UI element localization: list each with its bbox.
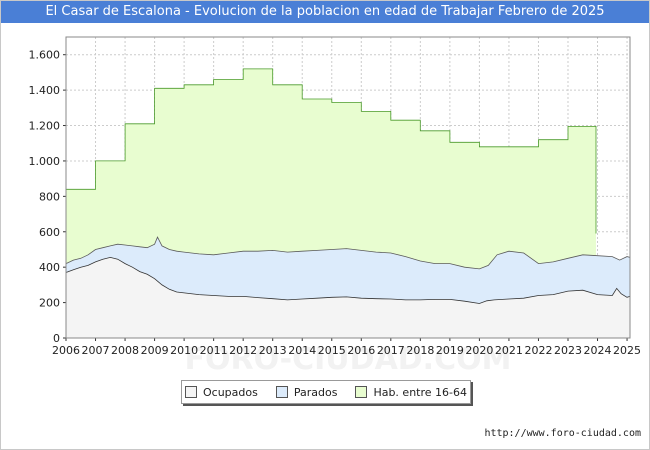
x-tick-label: 2023 [554,344,582,357]
y-tick-label: 0 [53,332,60,345]
x-tick-label: 2024 [584,344,612,357]
legend-swatch-ocupados [184,386,197,398]
x-tick-label: 2008 [111,344,139,357]
legend-label-ocupados: Ocupados [202,385,258,399]
chart-legend: Ocupados Parados Hab. entre 16-64 [181,380,471,404]
x-tick-label: 2006 [52,344,80,357]
y-tick-label: 400 [39,261,60,274]
legend-swatch-hab [355,386,368,398]
x-tick-label: 2007 [82,344,110,357]
line-ocupados [65,256,631,304]
x-tick-label: 2015 [318,344,346,357]
plot-border [65,36,631,339]
line-hab-entre-16-64 [66,68,597,234]
legend-label-parados: Parados [293,385,338,399]
y-tick-label: 1.400 [29,84,61,97]
legend-item-ocupados: Ocupados [184,385,258,399]
source-url: http://www.foro-ciudad.com [484,428,641,439]
x-tick-label: 2020 [465,344,493,357]
x-tick-label: 2009 [141,344,169,357]
x-tick-label: 2013 [259,344,287,357]
x-tick-label: 2014 [288,344,316,357]
x-tick-label: 2018 [406,344,434,357]
x-tick-label: 2025 [613,344,641,357]
y-tick-label: 1.200 [29,120,61,133]
area-ocupados [66,257,630,338]
x-tick-label: 2017 [377,344,405,357]
y-tick-label: 1.000 [29,155,61,168]
x-tick-label: 2022 [524,344,552,357]
x-tick-label: 2021 [495,344,523,357]
watermark-text: FORO-CIUDAD.COM [185,342,512,377]
legend-swatch-parados [275,386,288,398]
y-tick-label: 1.600 [29,49,61,62]
x-tick-label: 2012 [229,344,257,357]
x-tick-label: 2011 [200,344,228,357]
line-parados [65,236,631,270]
y-tick-label: 600 [39,226,60,239]
legend-item-hab: Hab. entre 16-64 [355,386,467,399]
x-tick-label: 2016 [347,344,375,357]
chart-title: El Casar de Escalona - Evolucion de la p… [1,1,649,23]
y-tick-label: 800 [39,190,60,203]
x-tick-label: 2010 [170,344,198,357]
legend-label-hab: Hab. entre 16-64 [373,385,467,399]
x-tick-label: 2019 [436,344,464,357]
legend-item-parados: Parados [275,385,338,399]
y-tick-label: 200 [39,297,60,310]
